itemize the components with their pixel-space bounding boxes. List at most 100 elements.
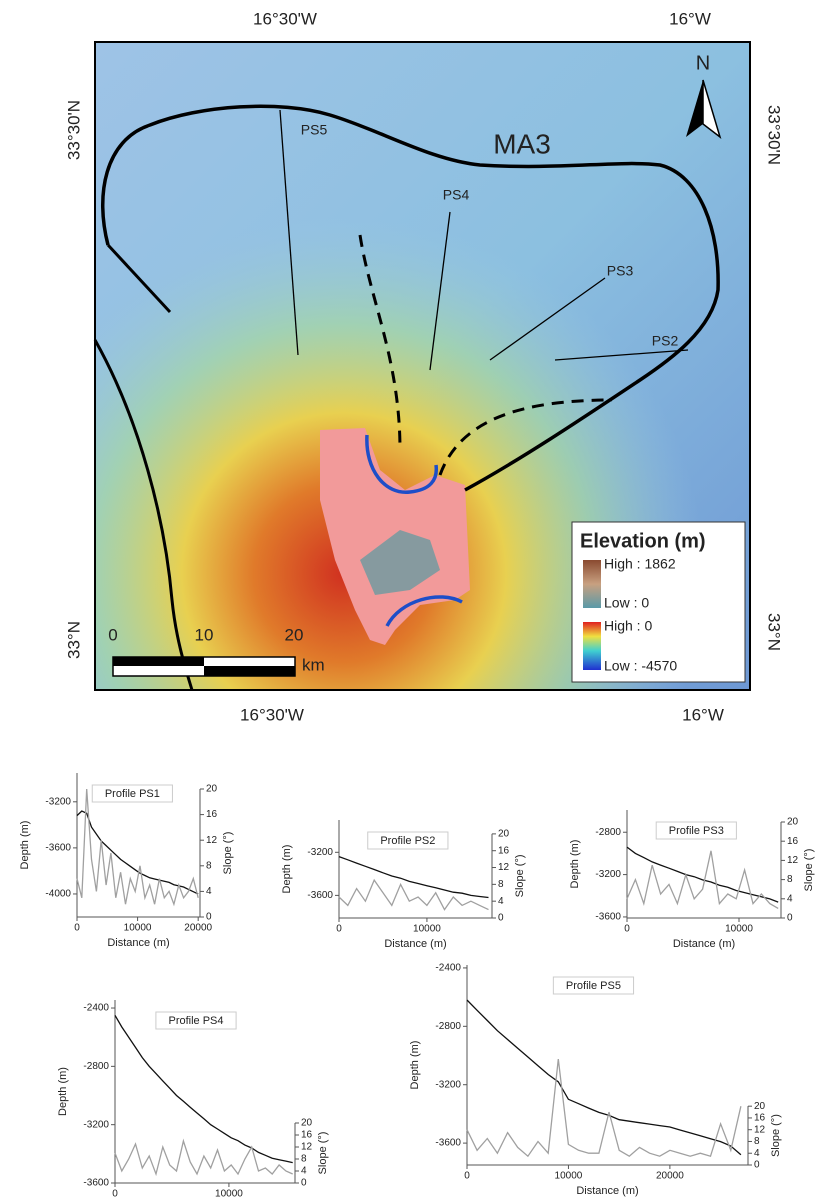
y2-tick-label: 8: [498, 879, 504, 890]
y2-tick-label: 20: [498, 829, 510, 840]
lat-label: 33°30'N: [64, 100, 83, 160]
profile-chart: -2800-3200-3600048121620010000Profile PS…: [569, 810, 815, 950]
y-tick-label: -3600: [45, 843, 71, 854]
chart-title: Profile PS3: [669, 825, 724, 837]
figure: 16°30'W 16°W 16°30'W 16°W 33°30'N 33°N 3…: [0, 0, 837, 1199]
y-axis-label: Depth (m): [19, 821, 31, 870]
y2-tick-label: 8: [206, 860, 212, 871]
y2-tick-label: 0: [787, 913, 793, 924]
legend-item: Low : -4570: [604, 658, 677, 674]
y2-tick-label: 8: [754, 1136, 760, 1147]
y2-tick-label: 16: [498, 845, 510, 856]
x-tick-label: 10000: [413, 924, 441, 935]
x-axis-label: Distance (m): [384, 938, 446, 950]
legend-item: High : 1862: [604, 556, 676, 572]
y2-tick-label: 0: [301, 1178, 307, 1189]
y2-tick-label: 8: [787, 874, 793, 885]
lat-label: 33°N: [64, 621, 83, 659]
x-tick-label: 10000: [215, 1189, 243, 1199]
slope-line: [467, 1059, 741, 1156]
y2-axis-label: Slope (°): [317, 1132, 329, 1175]
y2-tick-label: 20: [301, 1118, 313, 1129]
legend-ramp: [583, 622, 601, 670]
y2-tick-label: 12: [301, 1142, 313, 1153]
chart-title: Profile PS2: [380, 835, 435, 847]
y-tick-label: -2800: [83, 1061, 109, 1072]
y-tick-label: -2800: [595, 827, 621, 838]
y2-tick-label: 16: [787, 836, 799, 847]
y2-tick-label: 0: [498, 913, 504, 924]
y2-axis-label: Slope (°): [514, 854, 526, 897]
y2-tick-label: 20: [754, 1101, 766, 1112]
y-axis-label: Depth (m): [57, 1067, 69, 1116]
y2-axis-label: Slope (°): [222, 832, 234, 875]
y-tick-label: -3600: [595, 912, 621, 923]
legend-item: High : 0: [604, 618, 652, 634]
y-tick-label: -3200: [45, 796, 71, 807]
legend-item: Low : 0: [604, 595, 649, 611]
lon-label: 16°W: [682, 705, 724, 724]
profile-label: PS2: [652, 333, 679, 349]
profile-label: PS4: [443, 187, 470, 203]
y-tick-label: -4000: [45, 889, 71, 900]
legend-title: Elevation (m): [580, 530, 706, 552]
scale-bar: [113, 657, 204, 666]
x-axis-label: Distance (m): [107, 937, 169, 949]
y-tick-label: -3200: [83, 1119, 109, 1130]
x-tick-label: 20000: [656, 1171, 684, 1182]
y2-tick-label: 4: [498, 896, 504, 907]
x-tick-label: 0: [112, 1189, 118, 1199]
y2-tick-label: 12: [754, 1124, 766, 1135]
x-tick-label: 0: [464, 1171, 470, 1182]
scale-label: 20: [285, 625, 304, 644]
profile-label: PS5: [301, 122, 328, 138]
y2-tick-label: 0: [206, 912, 212, 923]
y2-tick-label: 12: [206, 835, 218, 846]
y-tick-label: -2400: [83, 1003, 109, 1014]
y-tick-label: -2400: [435, 963, 461, 974]
y2-tick-label: 4: [301, 1166, 307, 1177]
y-tick-label: -3200: [435, 1079, 461, 1090]
lon-label: 16°30'W: [240, 705, 304, 724]
chart-title: Profile PS1: [105, 788, 160, 800]
y2-tick-label: 4: [787, 893, 793, 904]
y2-tick-label: 12: [498, 862, 510, 873]
scale-label: 0: [108, 625, 117, 644]
lat-label: 33°30'N: [765, 105, 784, 165]
depth-line: [115, 1015, 293, 1162]
y2-tick-label: 4: [206, 886, 212, 897]
x-tick-label: 10000: [555, 1171, 583, 1182]
x-tick-label: 0: [336, 924, 342, 935]
scale-bar: [204, 666, 295, 676]
y-tick-label: -3200: [307, 847, 333, 858]
lat-label: 33°N: [765, 613, 784, 651]
slope-line: [77, 789, 198, 904]
y2-tick-label: 12: [787, 855, 799, 866]
depth-line: [339, 857, 489, 898]
x-tick-label: 10000: [124, 923, 152, 934]
profile-chart: -3200 -3600 0 4 8 12 16 20 0 10000 Profile PS2 Dist…: [281, 820, 526, 950]
y-tick-label: -3600: [435, 1138, 461, 1149]
x-tick-label: 0: [74, 923, 80, 934]
north-label: N: [696, 52, 710, 74]
x-axis-label: Distance (m): [673, 938, 735, 950]
y-tick-label: -2800: [435, 1021, 461, 1032]
scale-unit: km: [302, 655, 325, 674]
y2-tick-label: 20: [787, 817, 799, 828]
y2-axis-label: Slope (°): [770, 1114, 782, 1157]
chart-title: Profile PS5: [566, 980, 621, 992]
page: 16°30'W 16°W 16°30'W 16°W 33°30'N 33°N 3…: [0, 0, 837, 1199]
y2-axis-label: Slope (°): [803, 849, 815, 892]
y2-tick-label: 16: [754, 1113, 766, 1124]
x-tick-label: 20000: [184, 923, 212, 934]
lon-label: 16°W: [669, 9, 711, 28]
scale-label: 10: [195, 625, 214, 644]
y2-tick-label: 4: [754, 1148, 760, 1159]
area-label: MA3: [493, 128, 551, 159]
x-axis-label: Distance (m): [576, 1185, 638, 1197]
y-tick-label: -3600: [307, 890, 333, 901]
x-tick-label: 0: [624, 924, 630, 935]
